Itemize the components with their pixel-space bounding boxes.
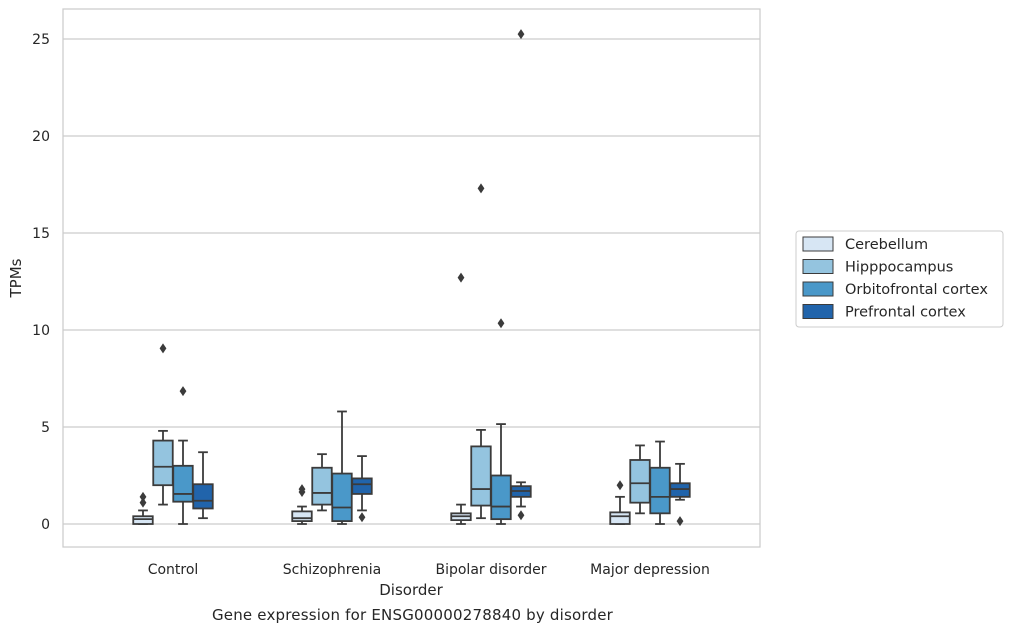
legend-swatch-hipppocampus [802,259,834,274]
y-tick-labels: 0 5 10 15 20 25 [32,32,50,533]
plot-frame [62,8,761,548]
box-iqr [311,466,333,506]
box-hipppocampus-2 [470,183,492,520]
box-cerebellum-1 [291,484,313,525]
y-tick-label-0: 0 [41,517,50,533]
legend-frame [795,230,1004,328]
box-prefrontal-cortex-2 [510,29,532,521]
box-iqr [351,477,373,495]
x-tick-label-control: Control [148,562,199,578]
box-cerebellum-2 [450,272,472,525]
box-prefrontal-cortex-3 [669,462,691,527]
box-iqr [291,510,313,522]
box-hipppocampus-0 [152,343,174,506]
x-tick-label-bipolar-disorder: Bipolar disorder [435,562,546,578]
box-iqr [609,511,631,525]
legend-swatch-cerebellum [802,236,834,252]
box-prefrontal-cortex-0 [192,451,214,520]
x-tick-label-major-depression: Major depression [590,562,710,578]
outlier-point-0 [517,510,525,521]
outlier-point-0 [159,343,167,354]
figure-caption: Gene expression for ENSG00000278840 by d… [211,606,614,624]
box-prefrontal-cortex-1 [351,455,373,523]
box-iqr [649,466,671,515]
legend-label-cerebellum: Cerebellum [845,237,928,253]
box-iqr [470,445,492,507]
box-cerebellum-0 [132,491,154,525]
box-cerebellum-3 [609,480,631,525]
outlier-point-1 [139,491,147,502]
outlier-point-0 [139,497,147,508]
legend-swatch-orbitofrontal-cortex [802,281,834,297]
box-iqr [172,464,194,503]
y-tick-label-25: 25 [32,32,50,48]
outlier-point-0 [477,183,485,194]
outlier-point-0 [616,480,624,491]
outlier-point-0 [676,516,684,527]
x-tick-labels: Control Schizophrenia Bipolar disorder Majo… [148,562,710,578]
box-orbitofrontal-cortex-0 [172,386,194,525]
outlier-point-0 [457,272,465,283]
outlier-point-0 [497,318,505,329]
box-orbitofrontal-cortex-2 [490,318,512,525]
box-iqr [192,483,214,510]
box-iqr [629,459,651,504]
plot-area [63,9,760,547]
outlier-point-1 [298,484,306,495]
outlier-point-0 [179,386,187,397]
x-tick-label-schizophrenia: Schizophrenia [283,562,381,578]
legend-label-prefrontal-cortex: Prefrontal cortex [845,305,966,321]
legend-swatch-prefrontal-cortex [802,304,834,319]
legend: Cerebellum Hipppocampus Orbitofrontal cort… [795,230,1004,328]
box-iqr [331,472,353,522]
y-axis-label: TPMs [7,258,25,298]
y-tick-label-5: 5 [41,420,50,436]
box-iqr [669,482,691,498]
y-tick-label-10: 10 [32,323,50,339]
box-iqr [152,439,174,487]
box-orbitofrontal-cortex-3 [649,440,671,525]
outlier-point-0 [358,512,366,523]
box-iqr [132,515,154,525]
legend-label-hipppocampus: Hipppocampus [845,260,953,276]
legend-label-orbitofrontal-cortex: Orbitofrontal cortex [845,282,988,298]
outlier-point-1 [517,29,525,40]
y-tick-label-20: 20 [32,129,50,145]
box-hipppocampus-3 [629,444,651,515]
x-axis-label: Disorder [379,581,443,599]
box-orbitofrontal-cortex-1 [331,410,353,525]
box-iqr [490,474,512,521]
y-tick-label-15: 15 [32,226,50,242]
box-series-group [132,29,691,527]
